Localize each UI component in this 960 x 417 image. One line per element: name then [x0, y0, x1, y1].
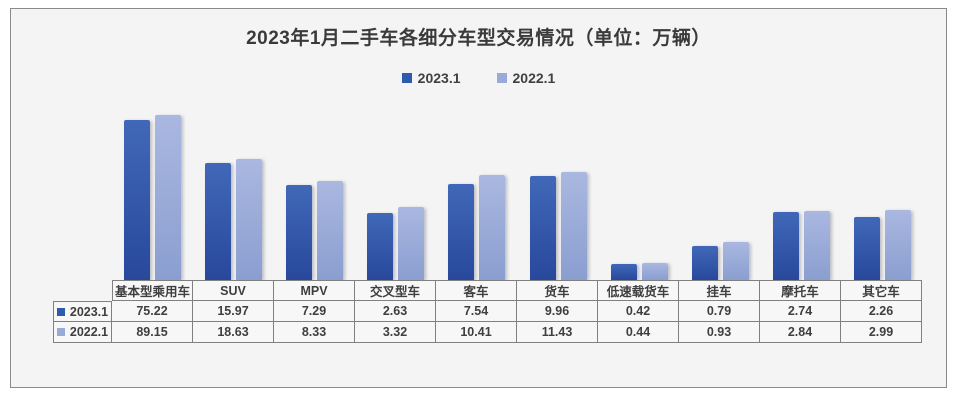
table-header-cell: MPV [274, 280, 355, 301]
table-header-cell: 基本型乘用车 [112, 280, 193, 301]
legend: 2023.1 2022.1 [11, 70, 946, 86]
bar-group [599, 9, 680, 280]
table-cell: 2.99 [841, 322, 922, 343]
table-header-cell: SUV [193, 280, 274, 301]
row-label-text: 2022.1 [69, 325, 109, 339]
bar-group [680, 9, 761, 280]
bar-group [517, 9, 598, 280]
bar-2023.1 [529, 176, 556, 280]
table-cell: 11.43 [517, 322, 598, 343]
bar-group [842, 9, 923, 280]
table-cell: 8.33 [274, 322, 355, 343]
table-header-cell: 其它车 [841, 280, 922, 301]
bar-group [355, 9, 436, 280]
table-cell: 0.93 [679, 322, 760, 343]
bar-2022.1 [641, 262, 668, 280]
table-cell: 7.29 [274, 301, 355, 322]
bar-group [761, 9, 842, 280]
table-row-label: 2023.1 [53, 301, 112, 322]
bar-2023.1 [124, 120, 151, 280]
table-cell: 0.79 [679, 301, 760, 322]
bar-2022.1 [398, 206, 425, 280]
bar-2023.1 [853, 217, 880, 280]
table-cell: 2.63 [355, 301, 436, 322]
table-header-cell: 货车 [517, 280, 598, 301]
row-swatch-2022.1 [56, 328, 65, 336]
chart-panel: 2023年1月二手车各细分车型交易情况（单位：万辆） 2023.1 2022.1… [10, 8, 947, 388]
table-cell: 10.41 [436, 322, 517, 343]
table-row-label: 2022.1 [53, 322, 112, 343]
table-header-cell: 低速载货车 [598, 280, 679, 301]
bar-2022.1 [155, 115, 182, 280]
table-cell: 7.54 [436, 301, 517, 322]
bar-chart [112, 9, 923, 280]
table-cell: 75.22 [112, 301, 193, 322]
row-swatch-2023.1 [56, 307, 65, 316]
table-cell: 15.97 [193, 301, 274, 322]
bar-2023.1 [367, 213, 394, 280]
bar-group [436, 9, 517, 280]
bar-2023.1 [286, 184, 313, 280]
table-cell: 9.96 [517, 301, 598, 322]
legend-swatch-2022 [496, 73, 507, 83]
row-label-text: 2023.1 [69, 304, 109, 319]
bar-2022.1 [803, 210, 830, 280]
chart-title: 2023年1月二手车各细分车型交易情况（单位：万辆） [246, 28, 711, 49]
bar-2022.1 [236, 158, 263, 280]
bar-group [193, 9, 274, 280]
legend-label-2022: 2022.1 [512, 70, 556, 86]
table-header-cell: 客车 [436, 280, 517, 301]
bar-group [274, 9, 355, 280]
table-cell: 89.15 [112, 322, 193, 343]
bar-2022.1 [884, 209, 911, 280]
legend-swatch-2023 [401, 73, 412, 83]
table-header-cell: 挂车 [679, 280, 760, 301]
bar-group [112, 9, 193, 280]
bar-2022.1 [479, 174, 506, 280]
table-cell: 18.63 [193, 322, 274, 343]
data-table: 基本型乘用车 SUV MPV 交叉型车 客车 货车 低速载货车 挂车 摩托车 其它车 2023.1 7… [53, 280, 922, 343]
bar-2022.1 [722, 241, 749, 280]
table-cell: 0.44 [598, 322, 679, 343]
bar-2022.1 [317, 181, 344, 280]
legend-item-2023: 2023.1 [401, 70, 461, 86]
table-cell: 0.42 [598, 301, 679, 322]
legend-label-2023: 2023.1 [417, 70, 461, 86]
table-header-cell: 交叉型车 [355, 280, 436, 301]
table-corner-cell [53, 280, 112, 301]
bar-2023.1 [772, 211, 799, 280]
table-cell: 2.26 [841, 301, 922, 322]
table-cell: 2.74 [760, 301, 841, 322]
legend-item-2022: 2022.1 [496, 70, 556, 86]
table-cell: 3.32 [355, 322, 436, 343]
bar-2023.1 [448, 183, 475, 280]
bar-2022.1 [560, 172, 587, 280]
bar-2023.1 [610, 264, 637, 280]
table-cell: 2.84 [760, 322, 841, 343]
bar-2023.1 [205, 163, 232, 280]
table-header-cell: 摩托车 [760, 280, 841, 301]
bar-2023.1 [691, 246, 718, 280]
